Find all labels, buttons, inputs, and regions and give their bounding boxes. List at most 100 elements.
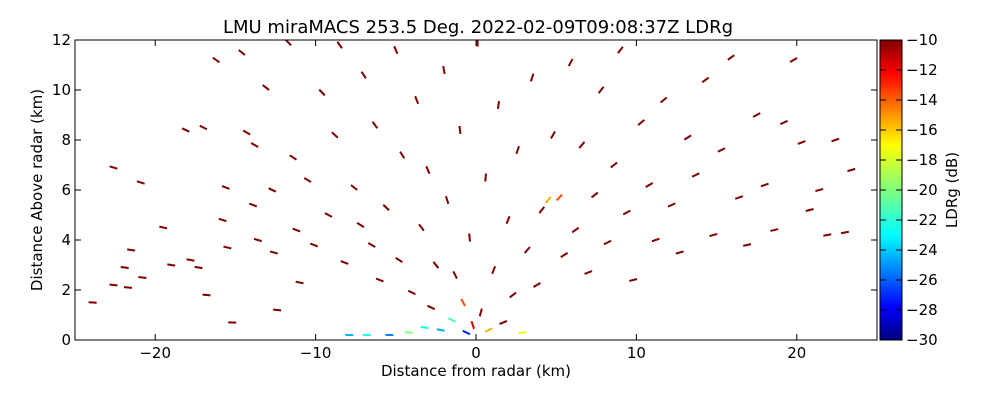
data-point <box>544 196 552 204</box>
plot-area <box>75 40 877 340</box>
data-point <box>136 180 145 185</box>
data-point <box>717 147 726 153</box>
data-point <box>484 327 493 333</box>
data-point <box>617 46 624 54</box>
x-axis-ticks: −20 −10 0 10 20 <box>139 40 806 362</box>
data-point <box>462 329 471 336</box>
data-point <box>603 239 612 246</box>
data-point <box>367 242 376 248</box>
data-point <box>395 256 403 264</box>
data-point <box>425 165 431 175</box>
data-point <box>447 317 456 323</box>
data-point <box>484 173 487 182</box>
data-point <box>675 250 684 255</box>
data-point <box>138 276 147 279</box>
data-point <box>823 233 832 237</box>
data-point <box>127 248 136 252</box>
data-point <box>752 112 761 118</box>
data-point <box>831 137 840 143</box>
data-point <box>109 283 118 287</box>
data-point <box>491 265 497 275</box>
data-point <box>248 202 258 208</box>
data-point <box>444 195 450 205</box>
data-point <box>560 252 569 258</box>
chart-title: LMU miraMACS 253.5 Deg. 2022-02-09T09:08… <box>223 17 733 38</box>
data-point <box>399 151 406 159</box>
data-point <box>420 325 429 330</box>
data-point <box>427 304 436 311</box>
data-point <box>202 293 211 297</box>
data-point <box>555 193 563 202</box>
data-point <box>805 208 814 212</box>
data-point <box>509 291 517 299</box>
colorbar-label: LDRg (dB) <box>943 152 961 228</box>
data-point <box>578 141 586 149</box>
colorbar-tick-label: −12 <box>906 61 938 79</box>
data-point <box>760 182 769 188</box>
data-point <box>567 58 574 67</box>
data-point <box>683 134 692 141</box>
data-point <box>590 191 599 199</box>
colorbar-tick-label: −22 <box>906 211 938 229</box>
data-point <box>331 131 339 139</box>
x-tick-label: 20 <box>787 344 806 362</box>
data-point <box>518 331 527 334</box>
data-point <box>303 177 312 183</box>
y-tick-label: 8 <box>61 131 71 149</box>
data-point <box>478 308 483 317</box>
data-point <box>789 57 798 63</box>
data-point <box>770 228 779 232</box>
colorbar-tick-label: −24 <box>906 241 938 259</box>
data-point <box>815 187 824 193</box>
data-point <box>499 320 508 325</box>
colorbar-tick-label: −30 <box>906 331 938 349</box>
data-point <box>468 233 471 242</box>
data-point <box>637 119 645 126</box>
data-point <box>393 45 399 55</box>
data-point <box>295 280 304 285</box>
y-tick-label: 6 <box>61 181 71 199</box>
y-tick-label: 4 <box>61 231 71 249</box>
data-point <box>651 237 660 243</box>
data-point <box>167 263 176 267</box>
y-tick-label: 10 <box>52 81 71 99</box>
x-axis-label: Distance from radar (km) <box>381 362 571 380</box>
data-point <box>221 185 230 190</box>
data-point <box>223 245 232 250</box>
data-point <box>407 289 416 296</box>
data-point <box>350 184 358 191</box>
data-point <box>629 278 638 282</box>
data-point <box>667 202 676 208</box>
x-tick-label: 10 <box>627 344 646 362</box>
data-point <box>550 131 556 139</box>
data-point <box>273 308 282 312</box>
data-point <box>515 145 520 155</box>
data-point <box>622 209 631 216</box>
data-point <box>268 187 277 193</box>
data-point <box>418 223 425 232</box>
data-point <box>571 226 580 234</box>
data-point <box>289 154 298 161</box>
colorbar-tick-label: −10 <box>906 31 938 49</box>
data-point <box>701 76 710 84</box>
data-point <box>292 227 301 233</box>
data-point <box>123 286 133 289</box>
colorbar-tick-label: −18 <box>906 151 938 169</box>
data-point <box>371 121 379 129</box>
data-point <box>442 65 446 75</box>
data-point <box>496 100 501 110</box>
data-point <box>284 40 292 47</box>
data-point <box>727 54 735 61</box>
data-point <box>734 195 744 200</box>
data-point <box>645 182 654 188</box>
data-point <box>458 125 462 135</box>
data-point <box>847 167 856 173</box>
x-tick-label: −20 <box>139 344 171 362</box>
data-point <box>610 161 618 169</box>
data-point <box>691 172 700 178</box>
data-point <box>186 258 195 262</box>
data-point <box>532 282 541 288</box>
data-point <box>238 49 246 56</box>
colorbar-ticks: −10 −12 −14 −16 −18 −20 −22 −24 −26 −28 −30 <box>880 31 938 349</box>
